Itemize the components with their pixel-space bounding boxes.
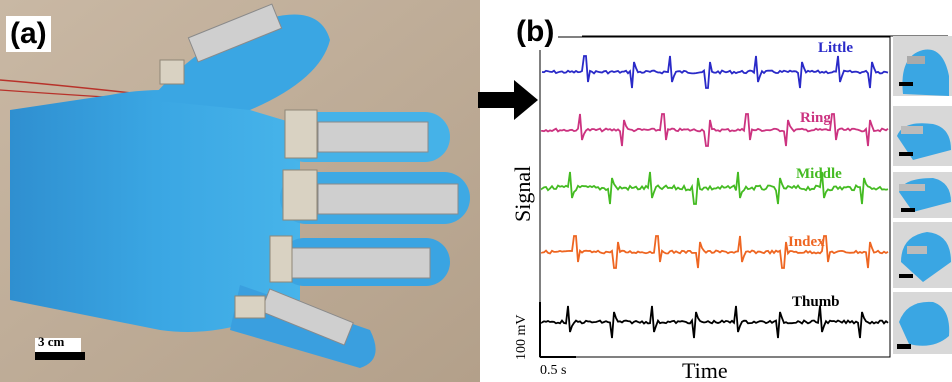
glove-photo (0, 0, 480, 382)
x-axis-label: Time (682, 358, 728, 382)
trace-ring (541, 113, 889, 147)
panel-a-label: (a) (6, 16, 51, 52)
right-arrow-icon (478, 80, 538, 120)
trace-thumb (541, 305, 889, 339)
trace-label-ring: Ring (800, 110, 831, 126)
finger-pose-photo-middle (893, 172, 952, 218)
finger-pose-photo-index (893, 222, 952, 288)
finger-pose-photo-ring (893, 106, 952, 166)
signal-panel: 100 mV 0.5 s Signal Time Little Ring Middl… (500, 0, 952, 382)
trace-label-little: Little (818, 40, 853, 56)
finger-pose-photo-little (893, 36, 952, 96)
scale-bar (35, 352, 85, 360)
x-scale-label: 0.5 s (540, 363, 566, 378)
trace-little (541, 55, 889, 89)
signal-plot: 100 mV 0.5 s Signal Time Little Ring Middl… (510, 35, 948, 382)
finger-pose-photo-thumb (893, 292, 952, 354)
y-axis-label: Signal (510, 166, 535, 222)
trace-index (541, 235, 889, 269)
trace-label-index: Index (788, 234, 825, 250)
trace-label-thumb: Thumb (792, 294, 840, 310)
y-scale-label: 100 mV (514, 315, 529, 361)
trace-label-middle: Middle (796, 166, 842, 182)
trace-middle (541, 171, 889, 205)
panel-b-label: (b) (512, 14, 559, 50)
scale-bar-label: 3 cm (38, 334, 65, 349)
